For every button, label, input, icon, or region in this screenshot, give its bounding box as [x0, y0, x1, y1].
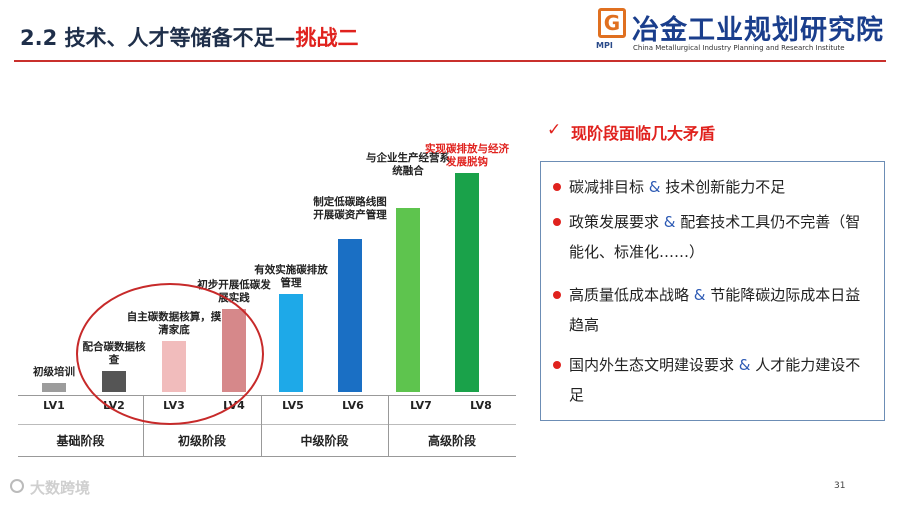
bar-label-lv5: 有效实施碳排放管理: [254, 264, 328, 290]
ampersand: &: [693, 286, 706, 304]
stage-divider: [388, 396, 389, 456]
level-label-lv6: LV6: [342, 399, 364, 412]
bullet-icon: [553, 183, 561, 191]
contradictions-panel: 碳减排目标 & 技术创新能力不足 政策发展要求 & 配套技术工具仍不完善（智能化…: [540, 161, 885, 421]
stage-divider: [143, 396, 144, 456]
page-number: 31: [834, 481, 846, 491]
stage-label-intermediate: 中级阶段: [300, 434, 349, 448]
org-logo-icon: G: [598, 8, 626, 38]
title-accent: 挑战二: [295, 26, 359, 50]
level-label-lv8: LV8: [470, 399, 492, 412]
list-item-text: 碳减排目标 & 技术创新能力不足: [569, 172, 873, 202]
list-item: 碳减排目标 & 技术创新能力不足: [553, 172, 873, 202]
watermark: 大数跨境: [30, 479, 91, 497]
table-row-divider: [18, 424, 516, 425]
bar-label-lv1: 初级培训: [33, 365, 75, 378]
list-item: 国内外生态文明建设要求 & 人才能力建设不足: [553, 350, 873, 410]
stage-label-primary: 初级阶段: [177, 434, 226, 448]
level-label-lv5: LV5: [282, 399, 304, 412]
list-item: 政策发展要求 & 配套技术工具仍不完善（智能化、标准化……）: [553, 207, 873, 267]
panel-heading: 现阶段面临几大矛盾: [571, 124, 716, 143]
bar-label-lv6: 制定低碳路线图开展碳资产管理: [313, 195, 387, 221]
ampersand: &: [663, 213, 676, 231]
bar-label-lv7: 与企业生产经营系统融合: [366, 151, 450, 177]
slide-title: 2.2 技术、人才等储备不足—挑战二: [20, 22, 359, 52]
bullet-icon: [553, 218, 561, 226]
org-name-en: China Metallurgical Industry Planning an…: [633, 44, 845, 52]
list-item: 高质量低成本战略 & 节能降碳边际成本日益趋高: [553, 280, 873, 340]
bar-lv1: [42, 382, 66, 392]
ampersand: &: [738, 356, 751, 374]
ampersand: &: [648, 178, 661, 196]
item-text-part2: 技术创新能力不足: [660, 178, 786, 196]
highlight-ellipse: [76, 283, 264, 425]
item-text-part1: 政策发展要求: [569, 213, 664, 231]
item-text-part1: 国内外生态文明建设要求: [569, 356, 739, 374]
bar-label-lv8: 实现碳排放与经济发展脱钩: [425, 142, 509, 168]
list-item-text: 政策发展要求 & 配套技术工具仍不完善（智能化、标准化……）: [569, 207, 873, 267]
watermark-icon: [10, 479, 24, 493]
check-icon: ✓: [547, 120, 562, 140]
bar-lv6: [338, 238, 362, 392]
bullet-icon: [553, 361, 561, 369]
level-label-lv1: LV1: [43, 399, 65, 412]
org-logo-sub: MPI: [596, 41, 613, 50]
level-table: LV1 LV2 LV3 LV4 LV5 LV6 LV7 LV8 基础阶段 初级阶…: [18, 395, 516, 457]
list-item-text: 国内外生态文明建设要求 & 人才能力建设不足: [569, 350, 873, 410]
org-name-cn: 冶金工业规划研究院: [632, 15, 884, 46]
bar-lv8: [455, 172, 479, 392]
item-text-part1: 碳减排目标: [569, 178, 649, 196]
bullet-icon: [553, 291, 561, 299]
item-text-part1: 高质量低成本战略: [569, 286, 694, 304]
stage-label-advanced: 高级阶段: [427, 434, 476, 448]
level-label-lv7: LV7: [410, 399, 432, 412]
header-divider: [14, 60, 886, 62]
list-item-text: 高质量低成本战略 & 节能降碳边际成本日益趋高: [569, 280, 873, 340]
stage-divider: [261, 396, 262, 456]
item-text-part2: 节能降碳边际成本日益趋高: [569, 286, 861, 334]
stage-label-basic: 基础阶段: [56, 434, 105, 448]
bar-lv5: [279, 294, 303, 392]
item-text-part2: 人才能力建设不足: [569, 356, 861, 404]
bar-lv7: [396, 207, 420, 392]
item-text-part2: 配套技术工具仍不完善（智能化、标准化……）: [569, 213, 861, 261]
title-text: 2.2 技术、人才等储备不足—: [20, 26, 296, 50]
